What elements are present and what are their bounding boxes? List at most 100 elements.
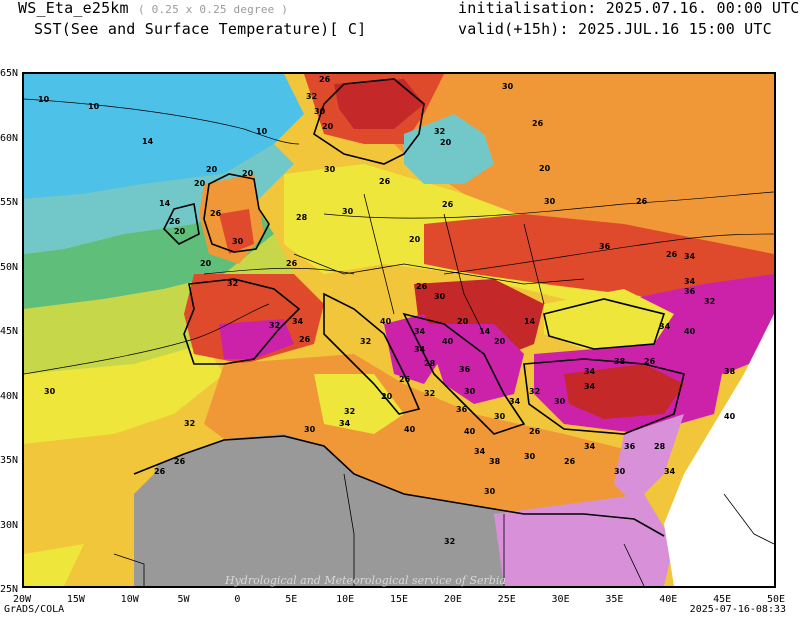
lon-tick-label: 10W [120, 594, 139, 605]
contour-value-label: 30 [232, 237, 244, 246]
contour-value-label: 28 [654, 442, 666, 451]
contour-value-label: 40 [684, 327, 696, 336]
band-black-sea-yellow [544, 289, 674, 349]
lon-tick-label: 20E [443, 594, 462, 605]
land-africa-pink [494, 494, 674, 586]
border-6 [723, 493, 774, 545]
contour-value-label: 32 [184, 419, 195, 428]
lon-tick-label: 40E [659, 594, 678, 605]
border-5 [623, 543, 645, 586]
model-name: WS_Eta_e25km [18, 0, 129, 17]
contour-value-label: 20 [206, 165, 218, 174]
contour-value-label: 26 [169, 217, 181, 226]
contour-value-label: 38 [614, 357, 626, 366]
contour-value-label: 34 [474, 447, 486, 456]
contour-value-label: 10 [88, 102, 100, 111]
coastline-uk [203, 173, 270, 253]
contour-value-label: 30 [342, 207, 354, 216]
band-uk-red [219, 209, 254, 254]
lat-tick-label: 30N [0, 519, 19, 531]
contour-value-label: 34 [414, 327, 426, 336]
border-2 [363, 193, 395, 315]
contour-value-label: 34 [584, 367, 596, 376]
lat-tick-label: 40N [0, 390, 19, 402]
band-cool-north [24, 144, 294, 254]
contour-value-label: 34 [414, 345, 426, 354]
coastline-scandinavia [313, 78, 425, 165]
lat-tick-label: 50N [0, 261, 19, 273]
contour-value-label: 26 [529, 427, 541, 436]
contour-value-label: 36 [459, 365, 471, 374]
contour-value-label: 40 [404, 425, 416, 434]
contour-value-label: 30 [554, 397, 566, 406]
coastline-iberia [183, 278, 301, 365]
contour-value-label: 32 [360, 337, 371, 346]
contour-value-label: 26 [666, 250, 678, 259]
contour-value-label: 32 [269, 321, 280, 330]
contour-30 [443, 233, 774, 275]
border-8 [343, 473, 355, 586]
band-turkey-darkred [564, 364, 684, 419]
sst-map: 10 10 10 20 14 14 20 26 20 20 30 26 20 28 26 26 20 32 30 30… [22, 72, 776, 588]
contour-value-label: 26 [564, 457, 576, 466]
coastline-italy [323, 292, 421, 415]
contour-value-label: 10 [38, 95, 50, 104]
contour-value-label: 30 [44, 387, 56, 396]
band-cold-north [24, 74, 304, 199]
lat-tick-label: 65N [0, 68, 19, 79]
contour-value-label: 10 [256, 127, 268, 136]
lon-tick-label: 5E [285, 594, 298, 605]
lat-tick-label: 60N [0, 132, 19, 144]
sst-map-graphic: 1010102014142026202030262028262620323030… [24, 74, 774, 586]
contour-value-label: 20 [194, 179, 206, 188]
coastlines [133, 78, 685, 537]
border-7 [113, 553, 145, 586]
lon-tick-label: 25E [497, 594, 516, 605]
contour-value-label: 36 [624, 442, 636, 451]
contour-value-label: 20 [539, 164, 551, 173]
lon-tick-label: 45E [713, 594, 732, 605]
resolution-note: ( 0.25 x 0.25 degree ) [138, 3, 289, 16]
contour-value-label: 34 [684, 277, 696, 286]
contour-value-label: 26 [286, 259, 298, 268]
contour-value-label: 20 [494, 337, 506, 346]
contour-value-label: 34 [292, 317, 304, 326]
contour-value-label: 32 [424, 389, 435, 398]
coastline-black-sea [543, 298, 666, 350]
footer-left: GrADS/COLA [4, 604, 65, 615]
contour-value-label: 34 [659, 322, 671, 331]
coastline-balkans [402, 312, 526, 435]
credit-watermark: Hydrological and Meteorological service … [225, 574, 506, 587]
contour-value-label: 34 [584, 442, 596, 451]
contour-value-label: 40 [380, 317, 392, 326]
coastline-north-africa [133, 435, 665, 537]
lat-tick-label: 25N [0, 584, 19, 595]
contour-value-label: 30 [544, 197, 556, 206]
lat-tick-label: 55N [0, 197, 19, 208]
contour-value-label: 30 [614, 467, 626, 476]
contour-value-label: 40 [464, 427, 476, 436]
contour-value-label: 20 [242, 169, 254, 178]
lon-tick-label: 50E [766, 594, 786, 605]
contour-value-label: 40 [724, 412, 736, 421]
border-4 [523, 223, 545, 305]
lon-tick-label: 0 [234, 594, 241, 605]
contour-value-label: 26 [416, 282, 428, 291]
lon-tick-label: 5W [177, 594, 190, 605]
contour-value-label: 30 [464, 387, 476, 396]
model-title: WS_Eta_e25km ( 0.25 x 0.25 degree ) [18, 0, 288, 17]
contour-20b [203, 267, 355, 275]
contour-value-label: 32 [704, 297, 715, 306]
contour-value-label: 26 [299, 335, 311, 344]
contour-value-label: 26 [532, 119, 544, 128]
contour-value-label: 34 [339, 419, 351, 428]
contour-value-label: 34 [684, 252, 696, 261]
band-med-orange [204, 354, 644, 524]
lon-tick-label: 15E [389, 594, 409, 605]
coastline-ireland [163, 203, 200, 245]
contour-26 [323, 191, 774, 219]
valid-time: valid(+15h): 2025.JUL.16 15:00 UTC [458, 20, 772, 38]
lat-tick-label: 45N [0, 326, 19, 337]
band-adriatic-magenta [384, 314, 444, 384]
contour-value-label: 36 [456, 405, 468, 414]
